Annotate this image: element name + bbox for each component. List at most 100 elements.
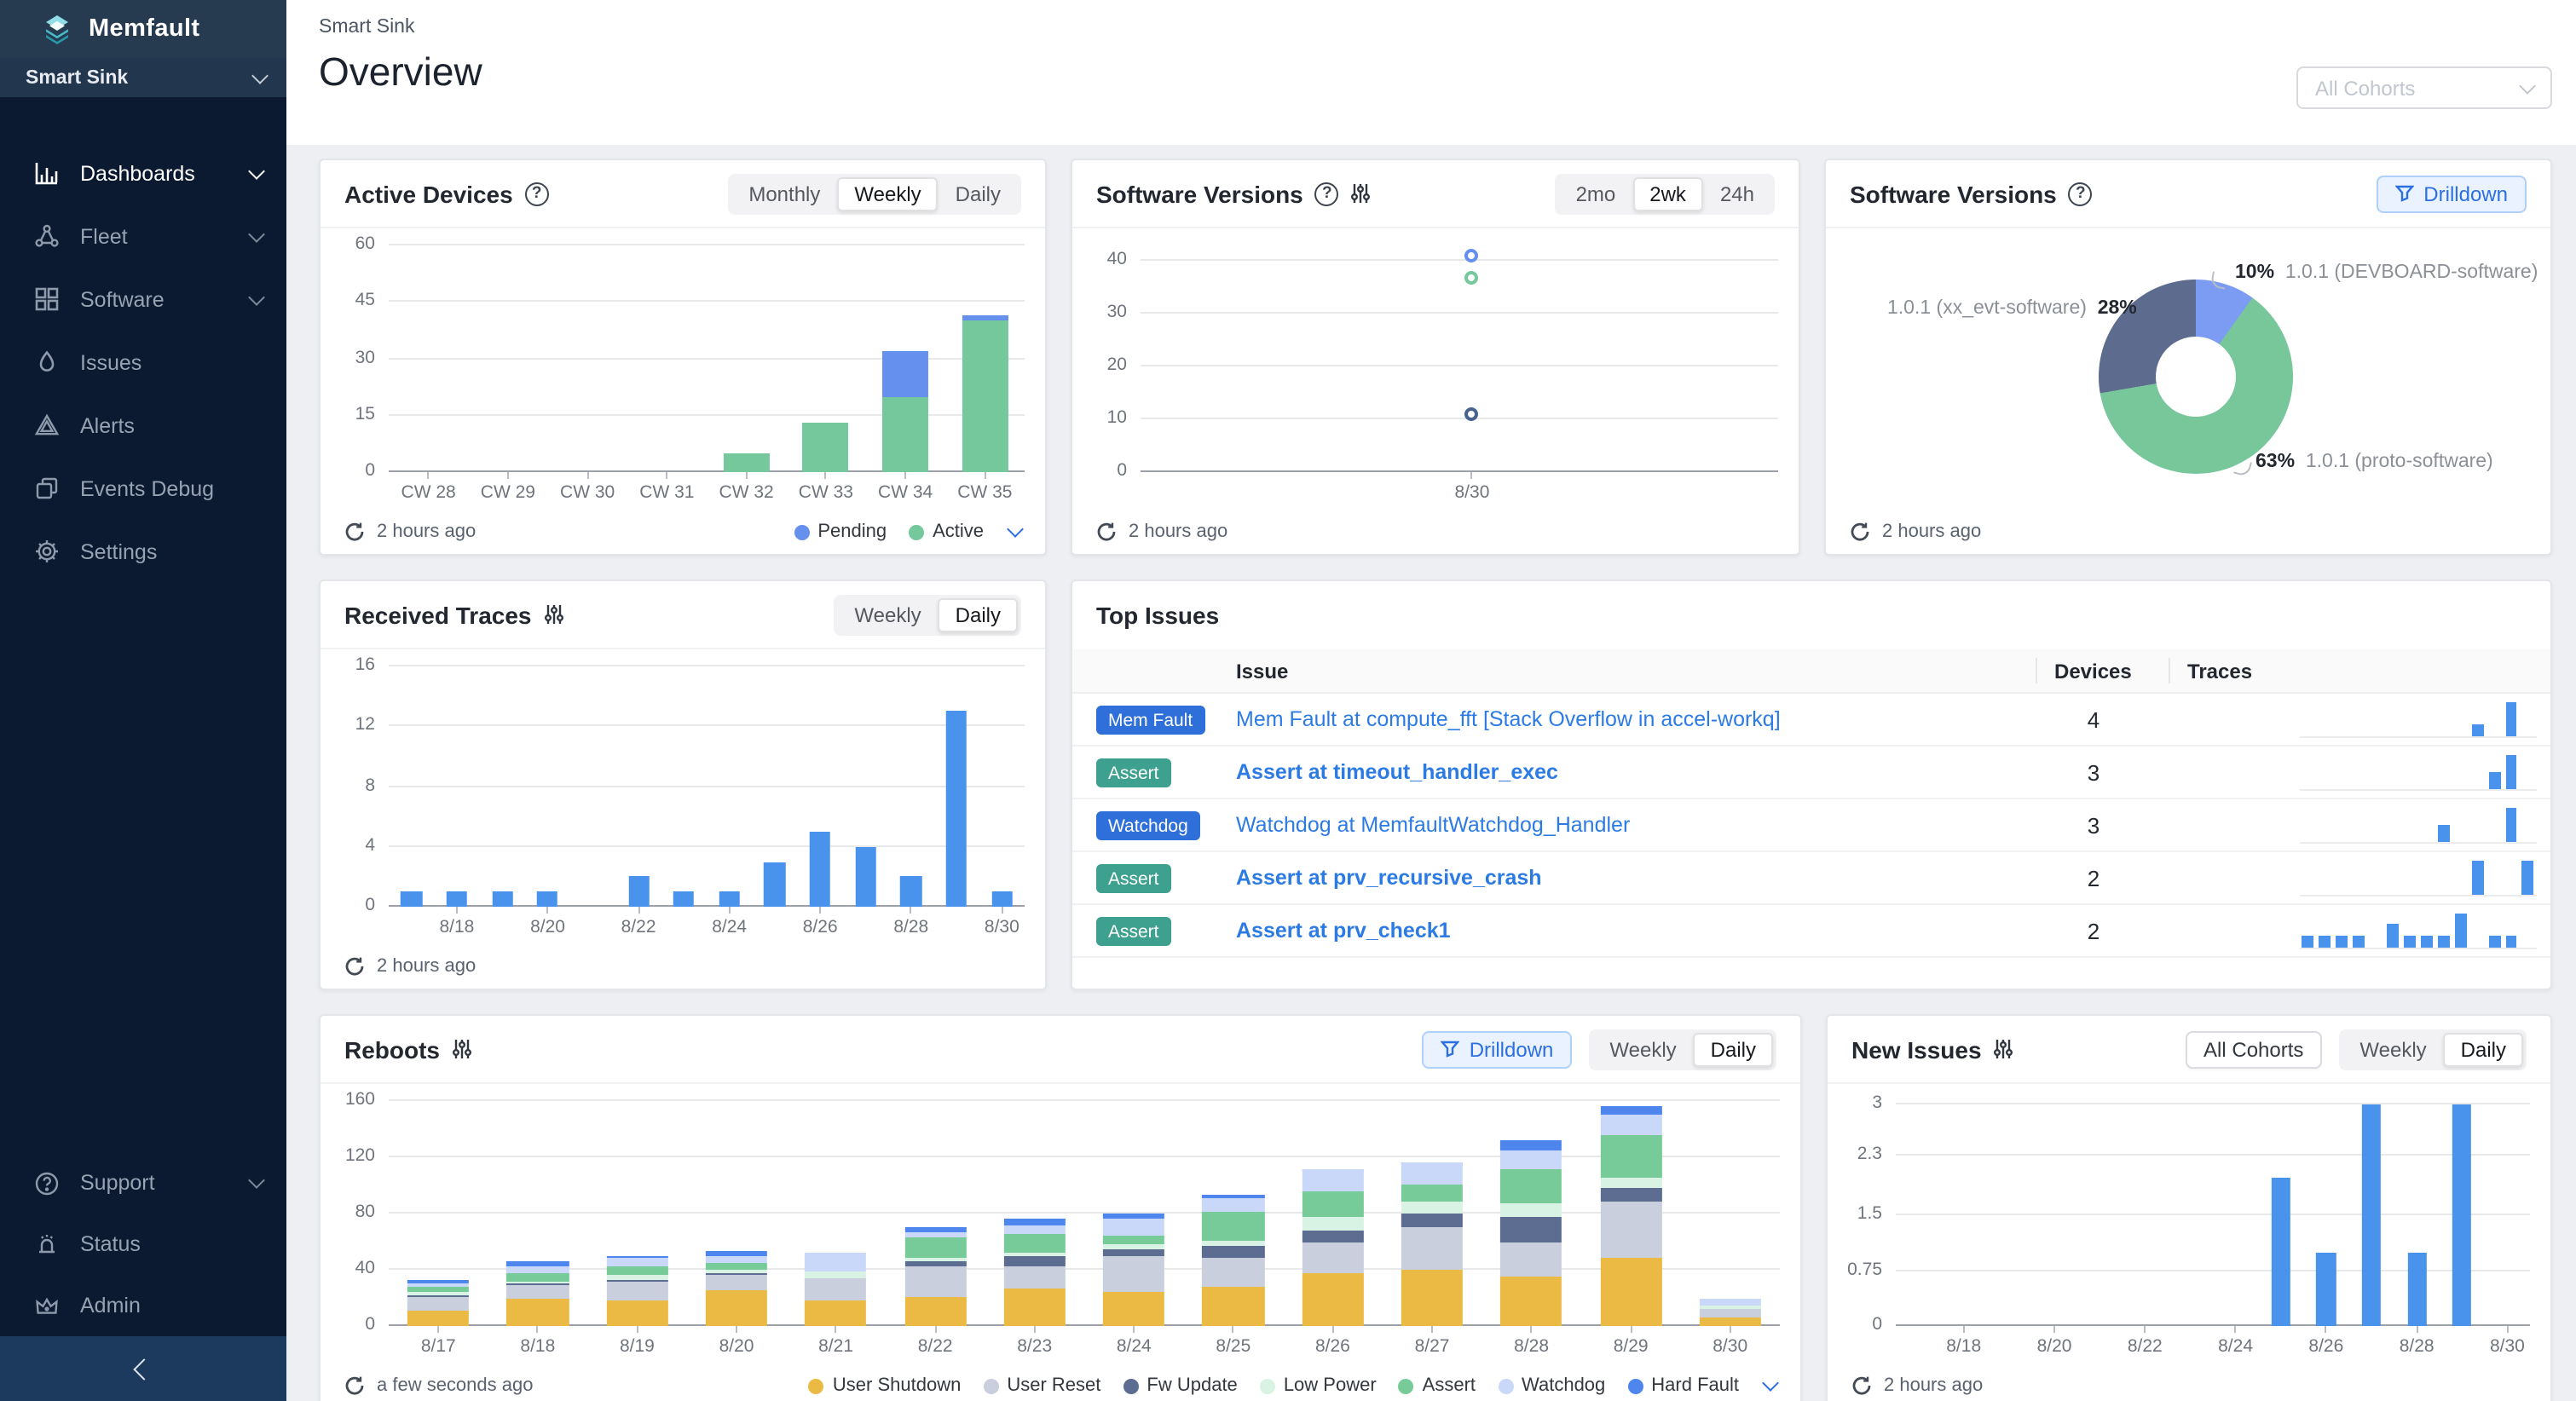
toggle-daily[interactable]: Daily	[1694, 1032, 1773, 1066]
issue-link[interactable]: Assert at prv_check1	[1236, 919, 2022, 943]
top-issues-table-body: Mem Fault Mem Fault at compute_fft [Stac…	[1072, 694, 2550, 958]
card-title: Received Traces	[344, 601, 532, 628]
legend-expand-chevron-icon[interactable]	[1762, 1375, 1779, 1392]
toggle-daily[interactable]: Daily	[2444, 1032, 2523, 1066]
issue-link[interactable]: Assert at prv_recursive_crash	[1236, 866, 2022, 890]
updated-label: 2 hours ago	[1884, 1375, 1983, 1396]
toggle-weekly[interactable]: Weekly	[837, 597, 938, 631]
toggle-monthly[interactable]: Monthly	[731, 176, 837, 210]
grid-icon	[34, 286, 60, 312]
donut-hole	[2156, 337, 2236, 417]
reboots-legend: User Shutdown User Reset Fw Update Low P…	[809, 1375, 1776, 1396]
project-selector[interactable]: Smart Sink	[0, 58, 286, 97]
sidebar-item-support[interactable]: Support	[0, 1152, 286, 1214]
column-header-issue: Issue	[1236, 659, 2036, 683]
sidebar-item-events-debug[interactable]: Events Debug	[0, 457, 286, 520]
issue-type-badge: Watchdog	[1096, 812, 1200, 841]
refresh-icon[interactable]	[1850, 522, 1870, 542]
card-top-issues: Top Issues Issue Devices Traces Mem Faul…	[1071, 579, 2552, 990]
refresh-icon[interactable]	[1096, 522, 1117, 542]
legend-item: Hard Fault	[1627, 1375, 1739, 1396]
card-software-versions-donut: Software Versions ? Drilldown 10% 1.0.	[1824, 159, 2552, 556]
sidebar-item-alerts[interactable]: Alerts	[0, 394, 286, 457]
card-title: Reboots	[344, 1035, 440, 1063]
chart-settings-icon[interactable]	[1994, 1038, 2014, 1060]
brand[interactable]: Memfault	[0, 0, 286, 58]
issue-link[interactable]: Watchdog at MemfaultWatchdog_Handler	[1236, 813, 2022, 837]
updated-label: 2 hours ago	[1129, 522, 1227, 542]
toggle-2wk[interactable]: 2wk	[1632, 176, 1703, 210]
toggle-weekly[interactable]: Weekly	[2342, 1032, 2443, 1066]
chart-settings-icon[interactable]	[452, 1038, 472, 1060]
alert-triangle-icon	[34, 412, 60, 438]
cohort-filter-select[interactable]: All Cohorts	[2296, 66, 2552, 109]
devices-count: 3	[2036, 759, 2151, 785]
refresh-icon[interactable]	[344, 522, 365, 542]
table-row: Mem Fault Mem Fault at compute_fft [Stac…	[1072, 694, 2550, 747]
refresh-icon[interactable]	[1851, 1375, 1872, 1396]
chart-settings-icon[interactable]	[1351, 182, 1372, 205]
main: Smart Sink Overview All Cohorts Active D…	[286, 0, 2576, 1401]
column-header-traces: Traces	[2169, 658, 2550, 683]
sidebar-item-software[interactable]: Software	[0, 268, 286, 331]
legend-expand-chevron-icon[interactable]	[1007, 521, 1024, 538]
card-new-issues: New Issues All Cohorts Weekly Daily 00.7…	[1826, 1014, 2552, 1401]
help-icon[interactable]: ?	[2069, 182, 2093, 205]
sidebar-item-admin[interactable]: Admin	[0, 1275, 286, 1336]
chevron-down-icon	[248, 288, 265, 305]
legend-dot	[1260, 1378, 1275, 1393]
sidebar-item-status[interactable]: Status	[0, 1214, 286, 1275]
active-devices-legend: Pending Active	[794, 522, 1021, 542]
legend-dot	[983, 1378, 998, 1393]
sidebar-item-issues[interactable]: Issues	[0, 331, 286, 394]
toggle-daily[interactable]: Daily	[939, 597, 1018, 631]
reboots-chart: 040801201608/178/188/198/208/218/228/238…	[321, 1084, 1800, 1364]
refresh-icon[interactable]	[344, 1375, 365, 1396]
toggle-weekly[interactable]: Weekly	[1592, 1032, 1693, 1066]
sidebar-item-label: Software	[80, 287, 165, 311]
devices-count: 3	[2036, 812, 2151, 838]
help-icon[interactable]: ?	[1315, 182, 1339, 205]
received-traces-range-toggle: Weekly Daily	[834, 594, 1021, 635]
all-cohorts-button[interactable]: All Cohorts	[2185, 1030, 2322, 1068]
sidebar-item-label: Support	[80, 1171, 155, 1195]
gear-icon	[34, 539, 60, 564]
help-circle-icon	[34, 1170, 60, 1196]
funnel-icon	[1441, 1040, 1459, 1058]
help-icon[interactable]: ?	[525, 182, 549, 205]
received-traces-chart: 04812168/188/208/228/248/268/288/30	[321, 649, 1045, 944]
sidebar-collapse-button[interactable]	[0, 1336, 286, 1401]
devices-count: 2	[2036, 865, 2151, 891]
sidebar-item-settings[interactable]: Settings	[0, 520, 286, 583]
sidebar-nav: Dashboards Fleet Software Issues Alerts	[0, 97, 286, 583]
toggle-daily[interactable]: Daily	[939, 176, 1018, 210]
updated-label: 2 hours ago	[1882, 522, 1981, 542]
card-software-versions-chart: Software Versions ? 2mo 2wk 24h 01020	[1071, 159, 1800, 556]
issue-link[interactable]: Mem Fault at compute_fft [Stack Overflow…	[1236, 707, 2022, 731]
refresh-icon[interactable]	[344, 956, 365, 977]
legend-dot	[794, 524, 809, 539]
sidebar-footer: Support Status Admin	[0, 1152, 286, 1401]
chevron-down-icon	[251, 66, 269, 84]
sidebar-item-label: Status	[80, 1232, 141, 1256]
app: Memfault Smart Sink Dashboards Fleet Sof…	[0, 0, 2576, 1401]
sidebar-item-fleet[interactable]: Fleet	[0, 205, 286, 268]
issue-type-badge: Assert	[1096, 865, 1171, 894]
page-title: Overview	[319, 49, 2552, 95]
chevron-down-icon	[248, 1172, 265, 1189]
issue-link[interactable]: Assert at timeout_handler_exec	[1236, 760, 2022, 784]
card-title: Software Versions	[1096, 180, 1303, 207]
toggle-2mo[interactable]: 2mo	[1559, 176, 1633, 210]
toggle-weekly[interactable]: Weekly	[837, 176, 938, 210]
issue-type-badge: Assert	[1096, 759, 1171, 788]
card-title: Top Issues	[1096, 602, 1219, 629]
cohort-filter-placeholder: All Cohorts	[2315, 76, 2415, 100]
toggle-24h[interactable]: 24h	[1703, 176, 1771, 210]
sidebar-item-label: Settings	[80, 539, 157, 563]
memfault-logo-icon	[41, 14, 73, 43]
sidebar-item-dashboards[interactable]: Dashboards	[0, 141, 286, 205]
chart-settings-icon[interactable]	[544, 603, 564, 626]
traces-sparkline	[2300, 913, 2537, 948]
drilldown-button[interactable]: Drilldown	[2376, 175, 2527, 212]
drilldown-button[interactable]: Drilldown	[1422, 1030, 1573, 1068]
